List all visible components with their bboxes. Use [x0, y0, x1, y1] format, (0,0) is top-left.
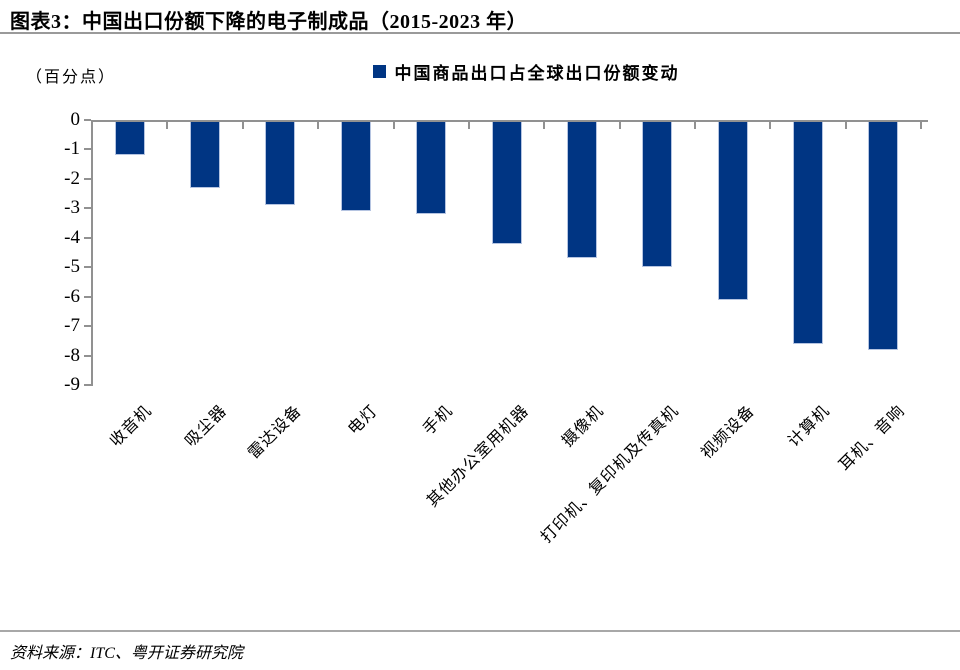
x-axis-label: 视频设备	[697, 402, 758, 463]
x-axis-tick	[317, 120, 320, 129]
x-axis-line	[91, 120, 928, 122]
y-axis-tick	[84, 207, 91, 210]
bar-雷达设备	[265, 120, 296, 205]
bar-摄像机	[566, 120, 597, 258]
title-divider	[0, 32, 960, 34]
x-axis-label: 雷达设备	[245, 402, 306, 463]
y-axis-tick-label: -8	[64, 344, 80, 366]
source-note: 资料来源：ITC、粤开证券研究院	[10, 645, 243, 662]
legend-swatch-icon	[372, 64, 386, 78]
y-axis-tick	[84, 384, 91, 386]
x-axis-tick	[392, 120, 395, 129]
y-axis-tick-label: -4	[64, 226, 80, 248]
y-axis-tick	[84, 148, 91, 151]
y-axis-tick-label: -3	[64, 197, 80, 219]
x-axis-label: 收音机	[106, 402, 155, 451]
y-axis-tick-label: -5	[64, 256, 80, 278]
legend-label: 中国商品出口占全球出口份额变动	[394, 63, 680, 83]
x-axis-label: 打印机、复印机及传真机	[538, 402, 683, 547]
x-axis-label: 吸尘器	[182, 402, 231, 451]
y-axis-line	[91, 120, 93, 386]
bar-打印机、复印机及传真机	[642, 120, 673, 267]
figure-title: 图表3：中国出口份额下降的电子制成品（2015-2023 年）	[10, 11, 528, 33]
y-axis-tick-label: -2	[64, 167, 80, 189]
y-axis-tick-label: -1	[64, 138, 80, 160]
bar-其他办公室用机器	[491, 120, 522, 244]
bar-耳机、音响	[868, 120, 899, 350]
bar-收音机	[114, 120, 145, 155]
bar-手机	[416, 120, 447, 214]
x-axis-tick	[543, 120, 546, 129]
x-axis-tick	[241, 120, 244, 129]
x-axis-tick	[769, 120, 772, 129]
x-axis-label: 电灯	[344, 402, 382, 439]
x-axis-label: 耳机、音响	[836, 402, 909, 475]
y-axis-tick	[84, 266, 91, 269]
x-axis-tick	[920, 120, 922, 129]
y-axis-tick	[84, 119, 91, 121]
x-axis-label: 摄像机	[559, 402, 608, 451]
y-axis-unit-label: （百分点）	[26, 69, 117, 86]
x-axis-tick	[693, 120, 696, 129]
y-axis-tick	[84, 177, 91, 180]
chart-legend: 中国商品出口占全球出口份额变动	[92, 59, 960, 83]
y-axis-tick-label: -7	[64, 315, 80, 337]
bar-视频设备	[717, 120, 748, 300]
y-axis-tick-label: 0	[70, 109, 81, 130]
y-axis-tick-label: -9	[64, 374, 80, 395]
x-axis-tick	[166, 120, 169, 129]
y-axis-tick	[84, 354, 91, 357]
x-axis-label: 计算机	[785, 402, 834, 451]
bar-计算机	[793, 120, 823, 344]
y-axis-tick	[84, 325, 91, 328]
bar-吸尘器	[190, 120, 220, 188]
bar-电灯	[340, 120, 371, 211]
x-axis-tick	[618, 120, 621, 129]
source-divider	[0, 630, 960, 632]
x-axis-label: 手机	[420, 402, 457, 439]
y-axis-tick	[84, 295, 91, 298]
y-axis-tick	[84, 236, 91, 239]
x-axis-tick	[467, 120, 470, 129]
y-axis-tick-label: -6	[64, 285, 80, 307]
x-axis-tick	[844, 120, 847, 129]
